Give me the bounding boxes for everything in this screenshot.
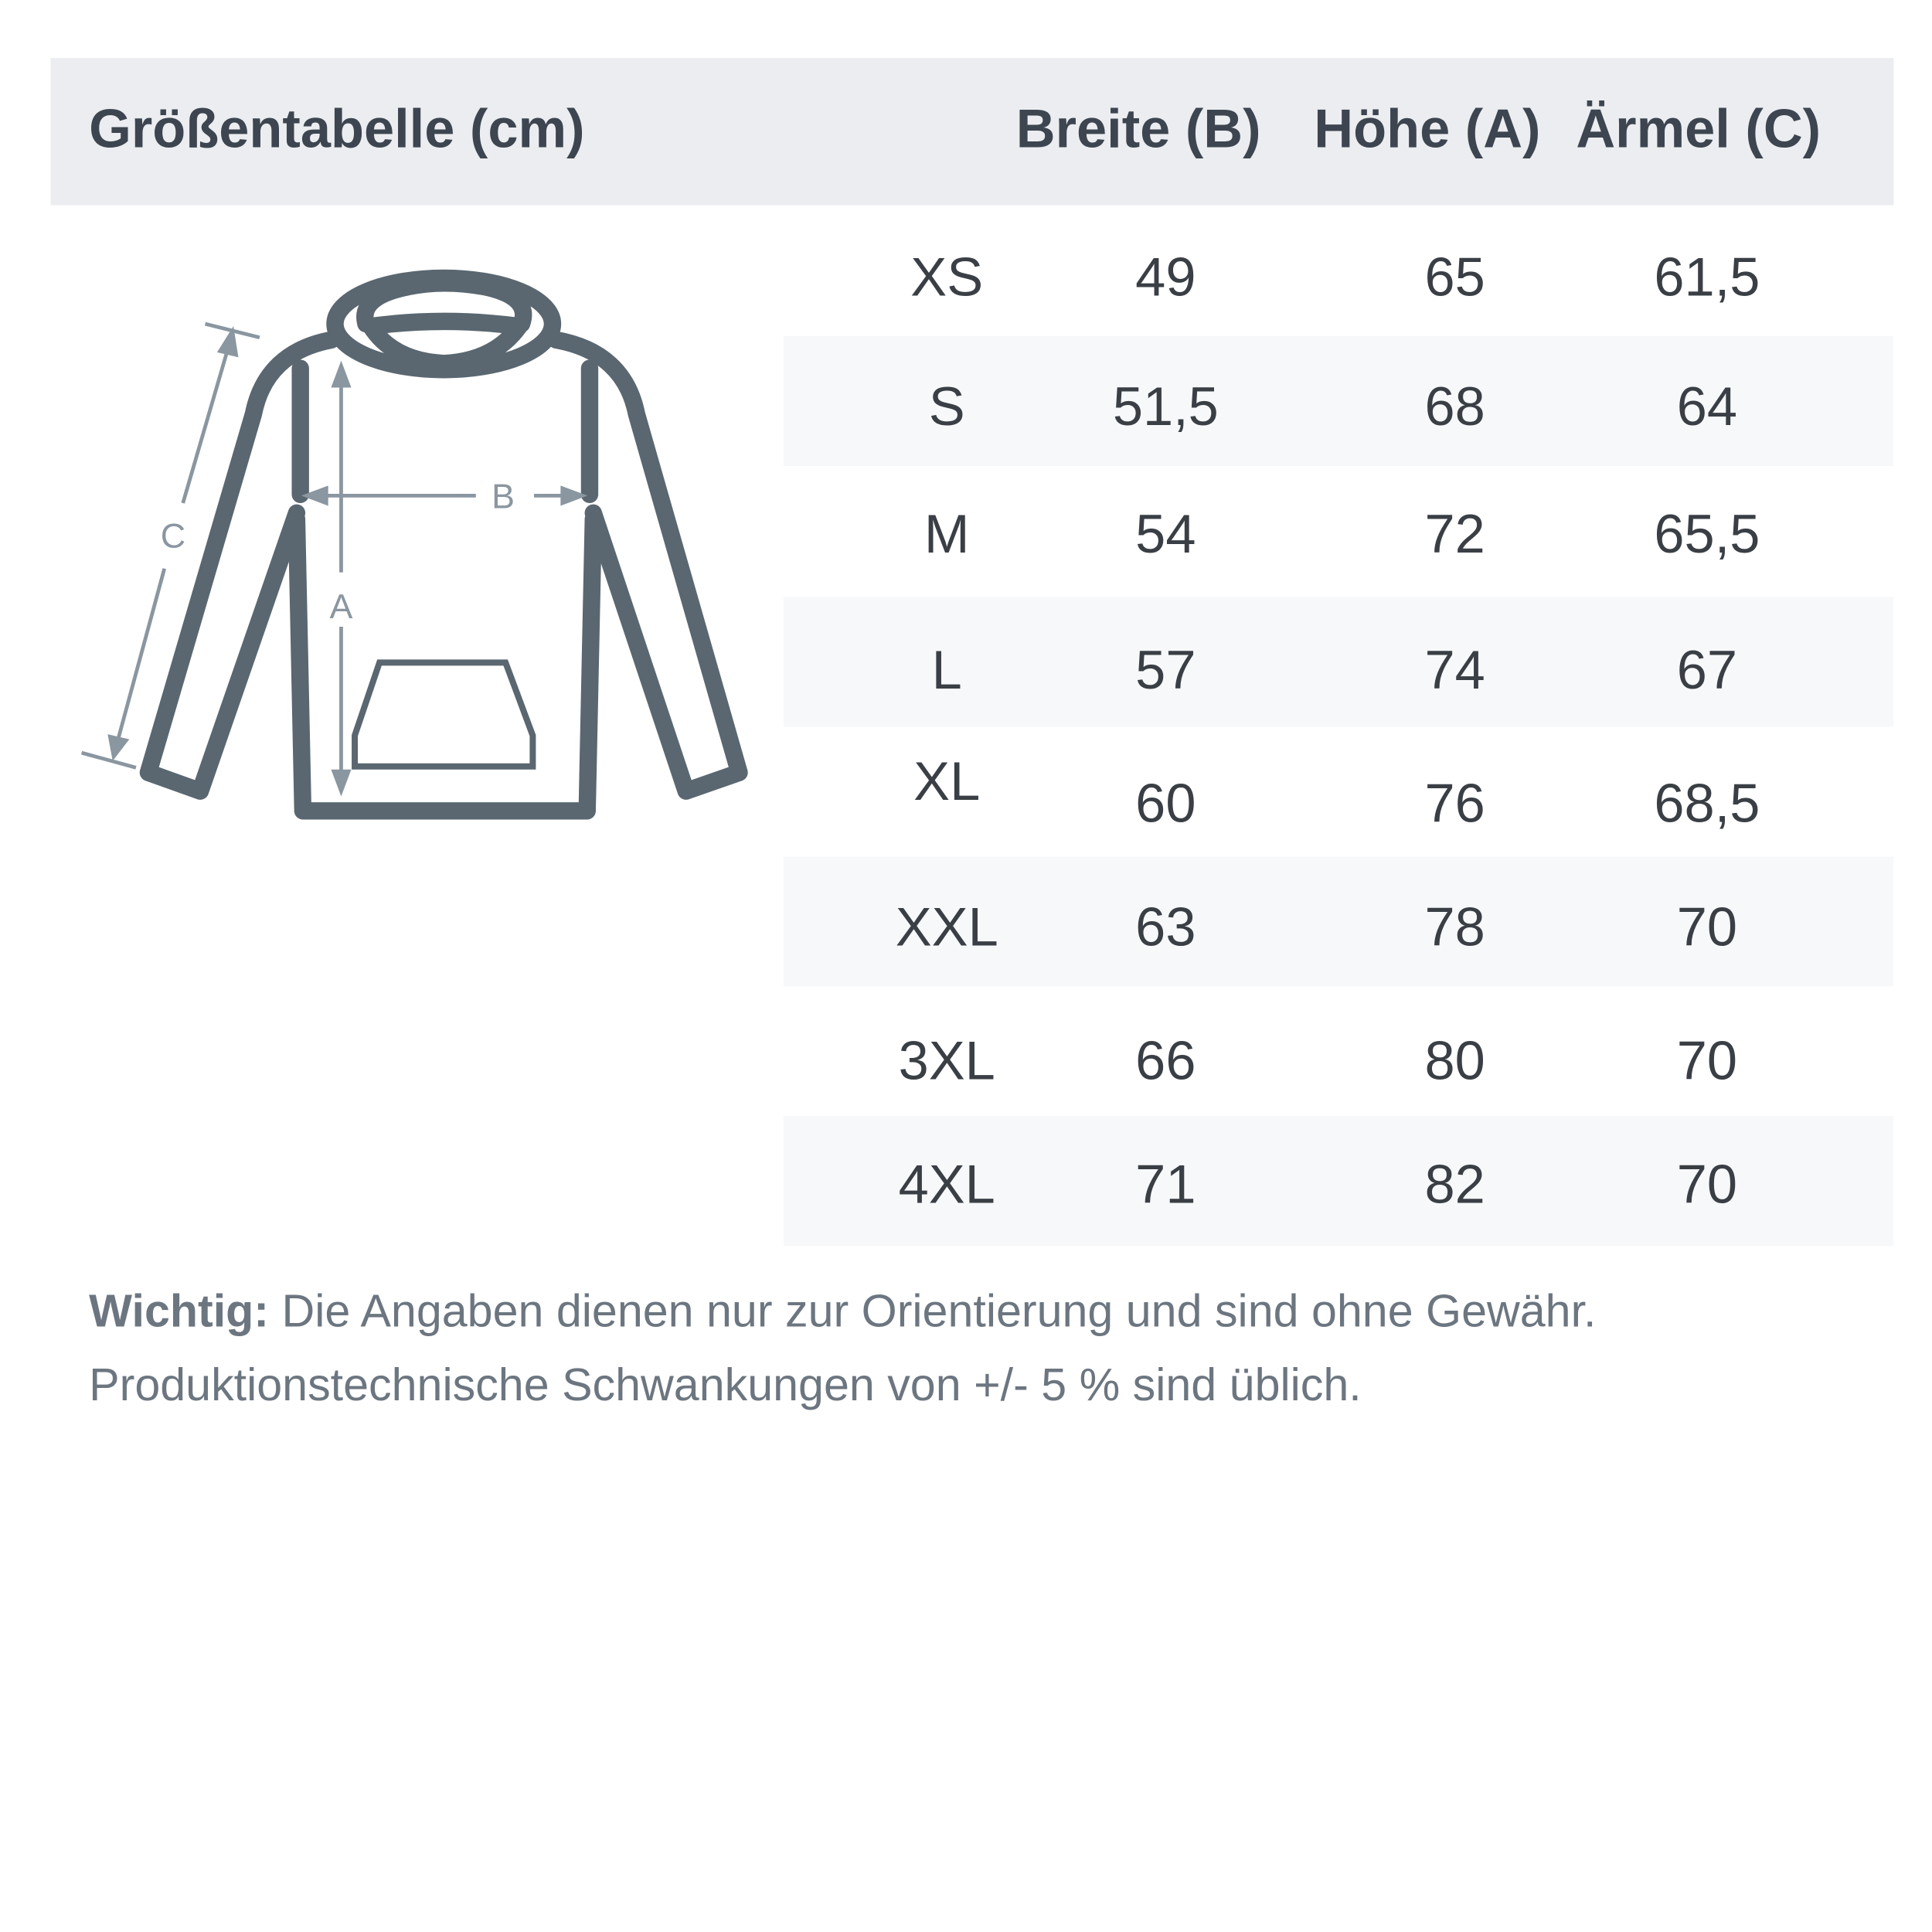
table-row-stripe bbox=[784, 336, 1894, 467]
cell-size: S bbox=[928, 376, 965, 438]
table-row-stripe bbox=[784, 596, 1894, 726]
note-line-2: Produktionstechnische Schwankungen von +… bbox=[89, 1359, 1362, 1411]
table-row-stripe bbox=[784, 856, 1894, 987]
cell-aermel: 67 bbox=[1676, 640, 1738, 701]
page-title: Größentabelle (cm) bbox=[89, 98, 585, 160]
cell-breite: 51,5 bbox=[1112, 376, 1219, 438]
cell-breite: 63 bbox=[1135, 897, 1196, 958]
cell-aermel: 64 bbox=[1676, 376, 1738, 438]
cell-size: XL bbox=[913, 751, 981, 812]
cell-size: 3XL bbox=[898, 1030, 995, 1092]
cell-hoehe: 76 bbox=[1424, 774, 1485, 835]
column-header-aermel: Ärmel (C) bbox=[1576, 98, 1821, 160]
cell-hoehe: 80 bbox=[1424, 1030, 1485, 1092]
cell-hoehe: 82 bbox=[1424, 1154, 1485, 1216]
cell-size: L bbox=[931, 640, 962, 701]
measure-lines-icon bbox=[80, 321, 588, 797]
cell-size: M bbox=[923, 504, 970, 565]
note-line-1: Wichtig: Die Angaben dienen nur zur Orie… bbox=[89, 1285, 1596, 1337]
column-header-breite: Breite (B) bbox=[1015, 98, 1261, 160]
label-c: C bbox=[161, 517, 185, 556]
cell-hoehe: 78 bbox=[1424, 897, 1485, 958]
label-b: B bbox=[492, 477, 515, 515]
cell-aermel: 65,5 bbox=[1654, 504, 1760, 565]
cell-aermel: 70 bbox=[1676, 1154, 1738, 1216]
cell-breite: 71 bbox=[1135, 1154, 1196, 1216]
pocket-icon bbox=[352, 659, 536, 770]
cell-size: 4XL bbox=[898, 1154, 995, 1216]
label-a: A bbox=[330, 587, 353, 626]
cell-aermel: 70 bbox=[1676, 1030, 1738, 1092]
cell-aermel: 70 bbox=[1676, 897, 1738, 958]
cell-size: XXL bbox=[895, 897, 998, 958]
cell-hoehe: 65 bbox=[1424, 247, 1485, 308]
hoodie-outline-icon bbox=[139, 269, 748, 820]
cell-breite: 49 bbox=[1135, 247, 1196, 308]
cell-aermel: 68,5 bbox=[1654, 774, 1760, 835]
note-text-1: Die Angaben dienen nur zur Orientierung … bbox=[269, 1285, 1597, 1337]
cell-breite: 66 bbox=[1135, 1030, 1196, 1092]
cell-breite: 57 bbox=[1135, 640, 1196, 701]
table-row-stripe bbox=[784, 1116, 1894, 1247]
cell-size: XS bbox=[910, 247, 984, 308]
cell-aermel: 61,5 bbox=[1654, 247, 1760, 308]
note-bold: Wichtig: bbox=[89, 1285, 270, 1337]
cell-breite: 54 bbox=[1135, 504, 1196, 565]
cell-breite: 60 bbox=[1135, 774, 1196, 835]
cell-hoehe: 68 bbox=[1424, 376, 1485, 438]
cell-hoehe: 74 bbox=[1424, 640, 1485, 701]
column-header-hoehe: Höhe (A) bbox=[1314, 98, 1541, 160]
table-header bbox=[50, 58, 1894, 206]
cell-hoehe: 72 bbox=[1424, 504, 1485, 565]
